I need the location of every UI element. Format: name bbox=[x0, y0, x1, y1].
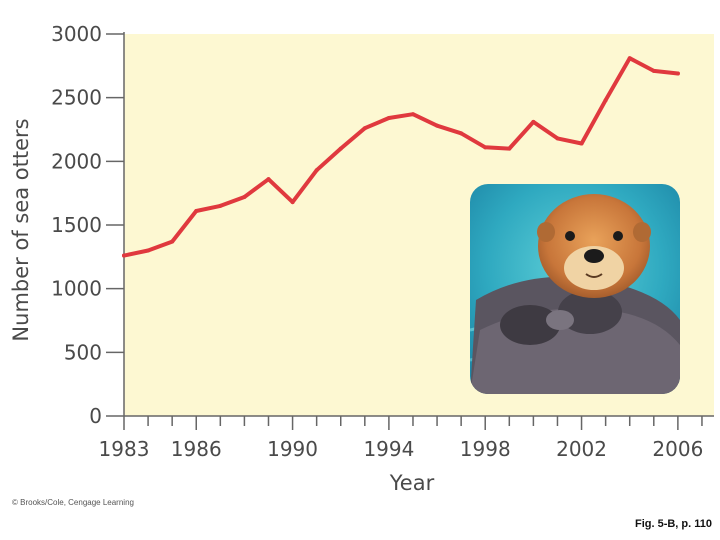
x-tick-label: 1994 bbox=[363, 437, 414, 461]
x-tick-label: 2002 bbox=[556, 437, 607, 461]
x-axis-title: Year bbox=[389, 471, 435, 495]
y-tick-label: 1000 bbox=[51, 277, 102, 301]
data-point bbox=[146, 248, 151, 253]
data-point bbox=[194, 208, 199, 213]
series-line-sea-otters bbox=[122, 56, 680, 258]
data-point bbox=[579, 141, 584, 146]
data-point bbox=[218, 203, 223, 208]
data-point bbox=[435, 123, 440, 128]
y-tick-label: 500 bbox=[64, 340, 102, 364]
figure-caption: Fig. 5-B, p. 110 bbox=[634, 518, 712, 530]
data-point bbox=[459, 131, 464, 136]
copyright-credit: © Brooks/Cole, Cengage Learning bbox=[12, 498, 134, 507]
series-points bbox=[122, 56, 680, 258]
y-tick-label: 3000 bbox=[51, 22, 102, 46]
data-point bbox=[627, 56, 632, 61]
x-tick-label: 1983 bbox=[99, 437, 150, 461]
data-point bbox=[386, 116, 391, 121]
data-point bbox=[555, 136, 560, 141]
data-point bbox=[170, 239, 175, 244]
data-point bbox=[675, 71, 680, 76]
data-point bbox=[483, 145, 488, 150]
x-axis: 1983 1986 1990 1994 1998 2002 2006 bbox=[99, 415, 714, 461]
data-point bbox=[362, 126, 367, 131]
data-point bbox=[266, 177, 271, 182]
data-point bbox=[507, 146, 512, 151]
data-point bbox=[651, 68, 656, 73]
x-tick-label: 1998 bbox=[460, 437, 511, 461]
y-tick-label: 2500 bbox=[51, 86, 102, 110]
data-point bbox=[603, 98, 608, 103]
x-tick-label: 1990 bbox=[267, 437, 318, 461]
data-point bbox=[410, 112, 415, 117]
data-point bbox=[242, 194, 247, 199]
y-axis: 0 500 1000 1500 2000 2500 3000 bbox=[51, 22, 125, 428]
y-axis-title: Number of sea otters bbox=[9, 118, 33, 341]
sea-otter-photo bbox=[470, 184, 680, 394]
x-tick-label: 1986 bbox=[171, 437, 222, 461]
data-point bbox=[290, 200, 295, 205]
data-point bbox=[122, 253, 126, 258]
data-point bbox=[531, 119, 536, 124]
y-tick-label: 1500 bbox=[51, 213, 102, 237]
data-point bbox=[314, 168, 319, 173]
y-tick-label: 0 bbox=[89, 404, 102, 428]
y-tick-label: 2000 bbox=[51, 149, 102, 173]
x-tick-label: 2006 bbox=[652, 437, 703, 461]
data-point bbox=[338, 146, 343, 151]
